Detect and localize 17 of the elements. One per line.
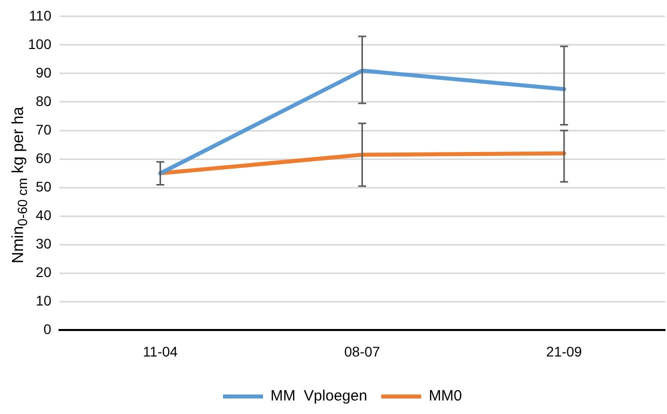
y-tick-label: 90 bbox=[36, 64, 52, 80]
y-tick-label: 110 bbox=[29, 7, 52, 24]
legend-label: MM Vploegen bbox=[270, 388, 368, 405]
x-tick-label: 11-04 bbox=[142, 343, 178, 360]
y-tick-label: 60 bbox=[36, 150, 52, 166]
y-tick-label: 30 bbox=[36, 235, 52, 252]
y-tick-label: 100 bbox=[28, 36, 52, 52]
y-tick-label: 50 bbox=[36, 178, 52, 194]
y-tick-label: 70 bbox=[36, 121, 52, 138]
y-tick-label: 80 bbox=[36, 92, 52, 109]
x-tick-label: 08-07 bbox=[344, 343, 380, 360]
y-tick-label: 0 bbox=[44, 321, 52, 338]
x-tick-label: 21-09 bbox=[546, 343, 582, 360]
y-tick-label: 20 bbox=[36, 264, 52, 280]
legend-label: MM0 bbox=[428, 388, 462, 405]
y-tick-label: 40 bbox=[36, 206, 52, 223]
y-tick-label: 10 bbox=[36, 292, 52, 309]
